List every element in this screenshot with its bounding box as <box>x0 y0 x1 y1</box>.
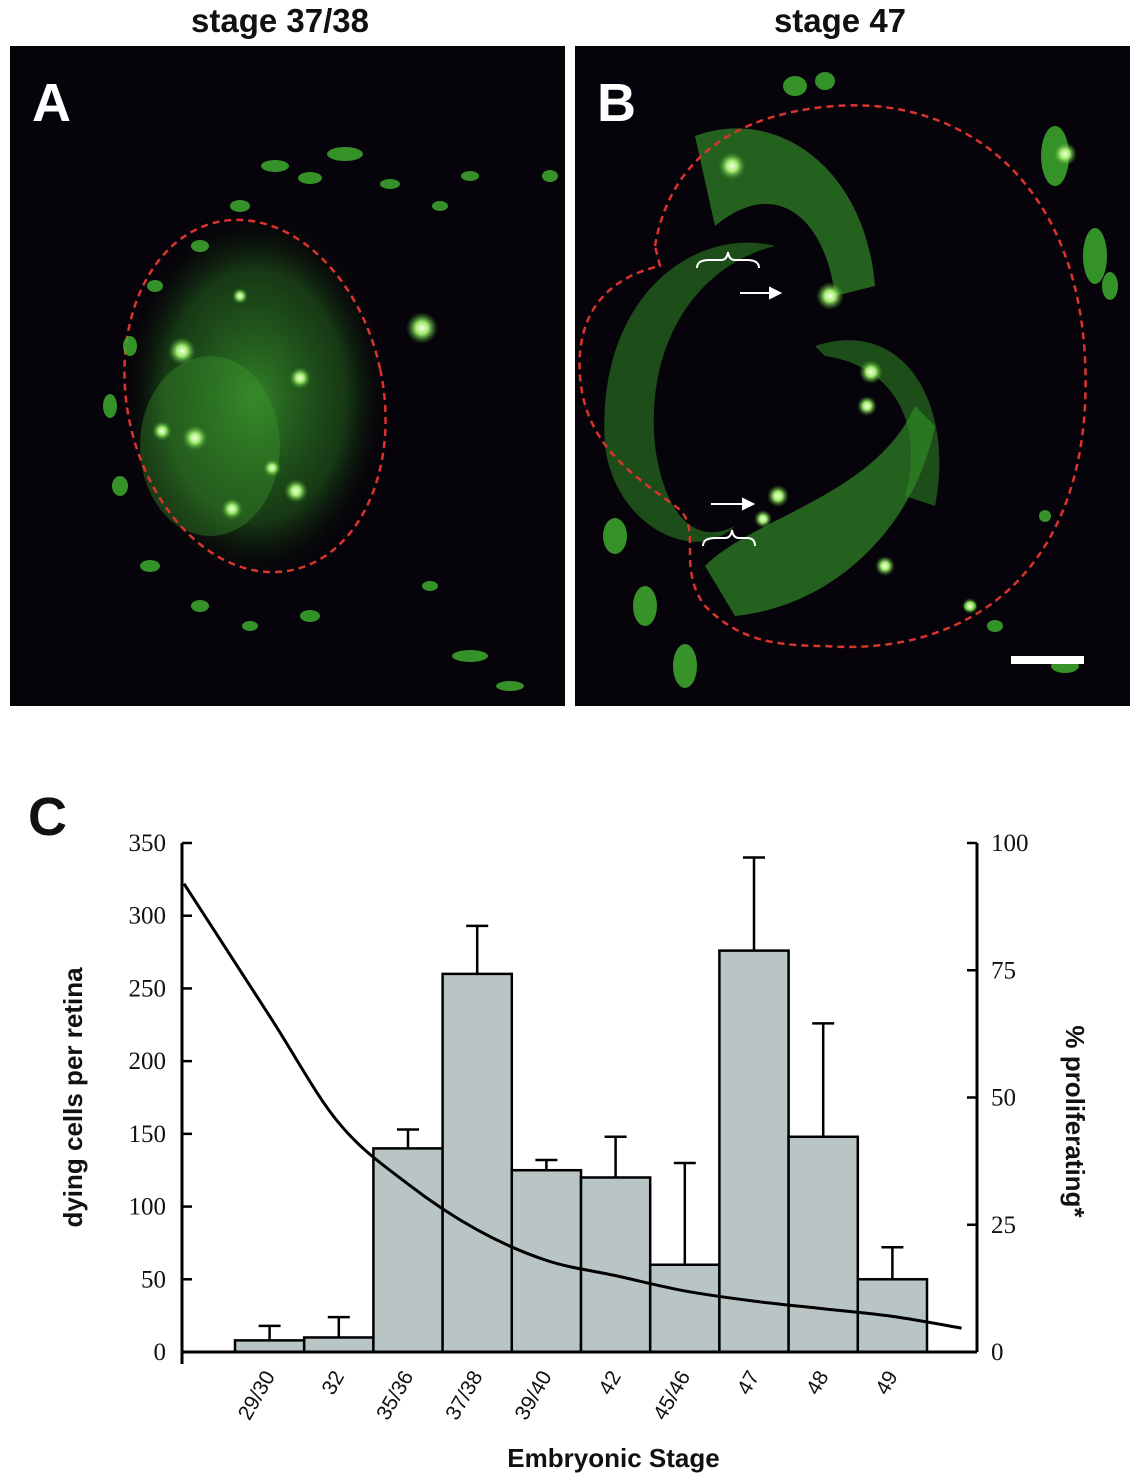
bar-48 <box>787 1135 860 1354</box>
proliferation-curve <box>182 882 962 1330</box>
annotation-arrows <box>696 251 783 547</box>
micrograph-panel-a: A <box>10 46 565 706</box>
bar-42 <box>579 1176 652 1354</box>
x-tick-label-48: 48 <box>802 1367 834 1399</box>
y2-tick-label-50: 50 <box>991 1085 1016 1112</box>
x-tick-label-32: 32 <box>318 1367 350 1399</box>
bar-32 <box>302 1336 375 1354</box>
y2-axis-title: % proliferating* <box>1060 1025 1090 1218</box>
x-tick-label-45/46: 45/46 <box>649 1367 695 1424</box>
y-tick-label-350: 350 <box>129 830 167 857</box>
panel-c-letter: C <box>28 787 67 847</box>
panel-b-letter: B <box>597 73 636 133</box>
y2-tick-label-100: 100 <box>991 830 1029 857</box>
x-axis-title: Embryonic Stage <box>507 1443 719 1473</box>
panel-a-letter: A <box>32 73 71 133</box>
y-tick-label-250: 250 <box>129 975 167 1002</box>
micrograph-a-image <box>103 147 558 691</box>
y2-tick-label-0: 0 <box>991 1339 1004 1366</box>
x-tick-label-39/40: 39/40 <box>511 1367 557 1424</box>
scale-bar <box>1011 656 1084 664</box>
micrograph-b-image <box>578 72 1118 688</box>
y2-tick-label-75: 75 <box>991 957 1016 984</box>
x-tick-label-35/36: 35/36 <box>372 1367 418 1424</box>
y-tick-label-300: 300 <box>129 903 167 930</box>
bar-47 <box>718 949 790 1354</box>
x-tick-label-29/30: 29/30 <box>234 1367 280 1424</box>
y-tick-label-200: 200 <box>129 1048 167 1075</box>
x-tick-label-49: 49 <box>871 1367 903 1399</box>
bar-29/30 <box>233 1339 306 1354</box>
x-tick-label-37/38: 37/38 <box>441 1367 487 1424</box>
x-tick-label-42: 42 <box>594 1367 626 1399</box>
y-tick-label-0: 0 <box>154 1339 167 1366</box>
y-tick-label-150: 150 <box>129 1121 167 1148</box>
x-tick-label-47: 47 <box>733 1367 765 1399</box>
y-tick-label-50: 50 <box>141 1266 166 1293</box>
y-axis-title: dying cells per retina <box>58 967 88 1228</box>
y2-tick-label-25: 25 <box>991 1212 1016 1239</box>
bar-45/46 <box>648 1263 721 1354</box>
y-tick-label-100: 100 <box>129 1194 167 1221</box>
bar-chart: 0 50 100 150 200 250 300 350 0 25 50 75 100 29/30 32 35… <box>58 830 1090 1473</box>
micrograph-panel-b: B <box>575 46 1130 706</box>
bar-37/38 <box>441 972 514 1354</box>
panel-b-title: stage 47 <box>773 2 907 39</box>
panel-a-title: stage 37/38 <box>191 2 369 39</box>
bar-35/36 <box>372 1147 444 1354</box>
